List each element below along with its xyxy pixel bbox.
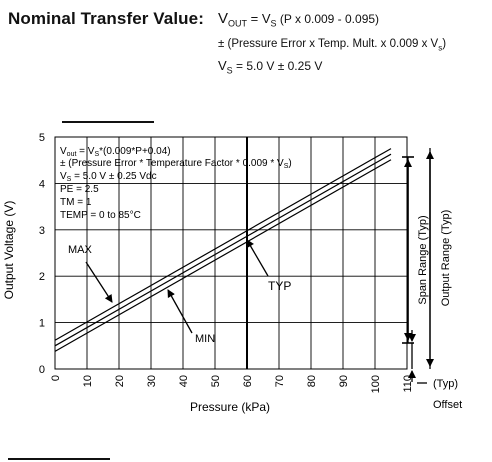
x-tick-label: 0 — [50, 375, 62, 381]
transfer-formula: (P x 0.009 - 0.095) — [276, 12, 380, 26]
x-tick-label: 10 — [82, 375, 94, 387]
max-arrow — [85, 261, 113, 303]
x-tick-label: 80 — [306, 375, 318, 387]
series-max-line — [54, 148, 392, 341]
equals-vs: = V — [247, 11, 271, 26]
series-typ-line — [54, 153, 392, 347]
error-equation: ± (Pressure Error * Temperature Factor *… — [60, 158, 292, 170]
plot-frame — [54, 136, 408, 370]
typ-arrow — [246, 239, 269, 277]
series-min-line — [54, 159, 392, 352]
x-tick-label: 90 — [338, 375, 350, 387]
y-tick-label: 3 — [39, 225, 45, 237]
vout-symbol: V — [218, 10, 229, 27]
x-tick-label: 30 — [146, 375, 158, 387]
x-axis-label: Pressure (kPa) — [190, 400, 270, 414]
separator-rule-top — [62, 121, 154, 123]
supply-voltage-spec: = 5.0 V ± 0.25 V — [232, 59, 323, 73]
output-range-label: Output Range (Typ) — [440, 210, 452, 307]
transfer-equation-line3: VS = 5.0 V ± 0.25 V — [218, 58, 322, 75]
vs-symbol: V — [218, 58, 227, 73]
x-tick-label: 20 — [114, 375, 126, 387]
min-arrow — [167, 289, 193, 334]
x-tick-label: 60 — [242, 375, 254, 387]
vs-symbol-subscript: S — [226, 65, 233, 76]
error-term: ± (Pressure Error x Temp. Mult. x 0.009 … — [218, 38, 439, 50]
x-tick-label: 110 — [402, 375, 414, 393]
y-tick-labels: 0 1 2 3 4 5 — [39, 132, 45, 376]
error-term-end: ) — [442, 38, 447, 50]
separator-rule-bottom — [8, 458, 110, 460]
transfer-equation-line2: ± (Pressure Error x Temp. Mult. x 0.009 … — [218, 38, 446, 52]
typ-label: TYP — [268, 279, 291, 293]
vs-spec: VS = 5.0 V ± 0.25 Vdc — [60, 171, 157, 183]
vout-equation: Vout = VS*(0.009*P+0.04) — [60, 146, 171, 158]
nominal-transfer-title: Nominal Transfer Value: — [8, 9, 204, 28]
pe-value: PE = 2.5 — [60, 184, 99, 195]
y-tick-label: 1 — [39, 318, 45, 330]
offset-indicator — [408, 330, 427, 384]
x-tick-labels: 0 10 20 30 40 50 60 70 80 90 100 110 — [50, 375, 414, 393]
transfer-equation-line1: VOUT = VS (P x 0.009 - 0.095) — [218, 10, 379, 28]
min-label: MIN — [195, 333, 215, 345]
vs-subscript: S — [270, 18, 277, 29]
error-term-subscript: s — [438, 43, 443, 53]
temp-range: TEMP = 0 to 85°C — [60, 210, 141, 221]
offset-label: Offset — [433, 399, 462, 411]
offset-typ-label: (Typ) — [433, 378, 458, 390]
x-tick-label: 100 — [370, 375, 382, 393]
span-range-indicator — [402, 156, 414, 344]
span-range-label: Span Range (Typ) — [417, 215, 429, 304]
y-tick-label: 4 — [39, 178, 45, 190]
y-axis-label: Output Voltage (V) — [2, 201, 16, 300]
chart-grid — [55, 137, 407, 369]
max-label: MAX — [68, 244, 93, 256]
y-tick-label: 5 — [39, 132, 45, 144]
x-tick-label: 50 — [210, 375, 222, 387]
vout-subscript: OUT — [228, 18, 248, 29]
y-tick-label: 0 — [39, 364, 45, 376]
x-tick-label: 70 — [274, 375, 286, 387]
chart-series — [54, 148, 392, 352]
y-tick-label: 2 — [39, 271, 45, 283]
tm-value: TM = 1 — [60, 197, 92, 208]
x-tick-label: 40 — [178, 375, 190, 387]
